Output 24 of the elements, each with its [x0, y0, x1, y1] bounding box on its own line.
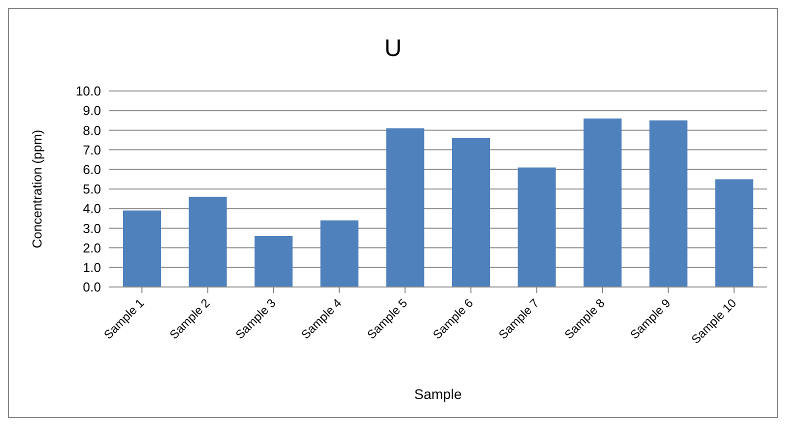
bar [715, 179, 754, 287]
y-tick-label: 5.0 [82, 182, 101, 197]
chart-title: U [383, 35, 403, 63]
bar [254, 236, 293, 287]
y-tick-label: 6.0 [82, 162, 101, 178]
y-tick-label: 10.0 [76, 84, 101, 99]
y-tick-label: 1.0 [82, 260, 101, 276]
bar [452, 138, 490, 287]
y-tick-label: 8.0 [82, 122, 101, 138]
bar [123, 210, 161, 287]
bar [188, 196, 227, 287]
bar [518, 167, 556, 287]
y-tick-label: 9.0 [82, 103, 101, 118]
y-tick-label: 7.0 [82, 142, 101, 158]
y-tick-label: 4.0 [82, 201, 101, 216]
y-axis-title: Concentration (ppm) [30, 130, 45, 248]
bar [584, 118, 622, 287]
bar [649, 120, 688, 287]
bar [386, 128, 424, 287]
y-tick-label: 2.0 [82, 240, 101, 256]
bar [320, 220, 358, 287]
y-tick-label: 3.0 [82, 220, 101, 236]
y-tick-label: 0.0 [82, 280, 101, 295]
x-axis-title: Sample [414, 386, 462, 402]
